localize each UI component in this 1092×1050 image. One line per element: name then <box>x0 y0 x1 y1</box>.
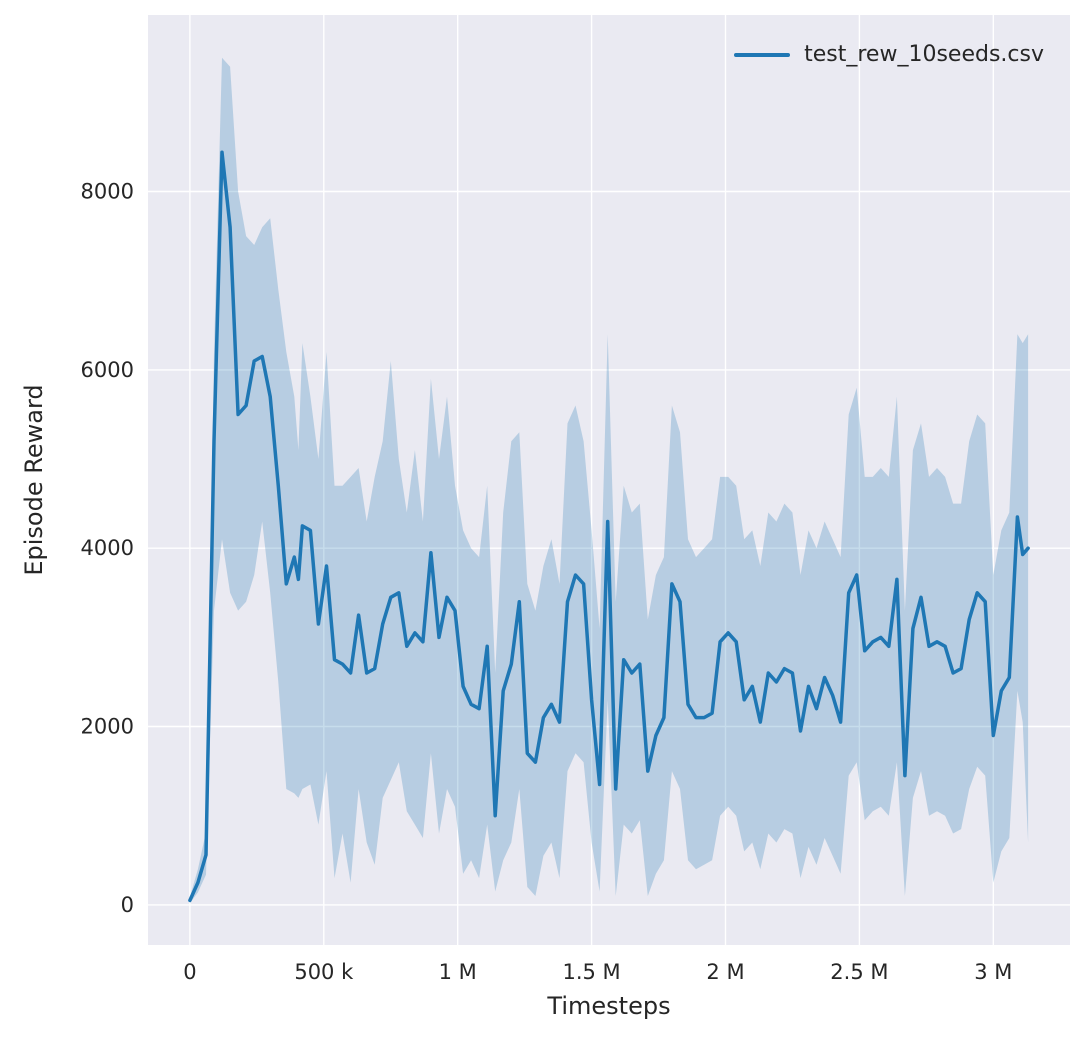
y-tick-label: 6000 <box>81 358 134 382</box>
x-tick-label: 2.5 M <box>830 960 888 984</box>
x-tick-label: 2 M <box>706 960 744 984</box>
x-tick-label: 3 M <box>974 960 1012 984</box>
y-axis-label: Episode Reward <box>20 384 48 576</box>
y-tick-label: 8000 <box>81 180 134 204</box>
y-tick-label: 2000 <box>81 715 134 739</box>
y-tick-label: 0 <box>121 893 134 917</box>
x-tick-label: 1.5 M <box>562 960 620 984</box>
x-tick-label: 500 k <box>294 960 354 984</box>
y-tick-label: 4000 <box>81 536 134 560</box>
confidence-band <box>189 57 1029 904</box>
mean-reward-line <box>188 150 1030 903</box>
x-tick-label: 1 M <box>439 960 477 984</box>
legend: test_rew_10seeds.csv <box>734 42 1044 67</box>
plot-area <box>148 15 1070 945</box>
legend-entry-label: test_rew_10seeds.csv <box>804 42 1044 67</box>
x-axis-label: Timesteps <box>547 992 671 1020</box>
legend-line-sample-icon <box>734 52 791 57</box>
x-tick-label: 0 <box>183 960 196 984</box>
